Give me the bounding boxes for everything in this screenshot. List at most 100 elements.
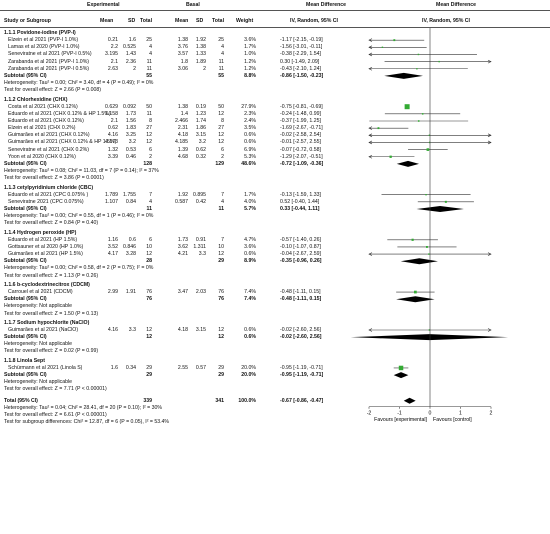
ci-arrow-left [368, 66, 373, 71]
exp-sd: 0.846 [123, 243, 136, 250]
exp-mean: 0.62 [107, 125, 118, 132]
md-ci: -0.95 [-1.19, -0.71] [280, 364, 323, 371]
col-total-1: Total [140, 18, 153, 24]
ctl-mean: 1.73 [177, 236, 188, 243]
exp-total: 12 [146, 132, 152, 139]
ci-arrow-right [487, 328, 492, 332]
exp-sd: 0.34 [125, 364, 136, 371]
weight: 7.4% [244, 289, 256, 296]
exp-mean: 1.6 [110, 364, 118, 371]
exp-total: 11 [146, 58, 152, 65]
subtotal-exp-total: 76 [146, 296, 152, 303]
ctl-sd: 0.32 [195, 153, 206, 160]
study-marker [377, 127, 380, 130]
exp-mean: 4.16 [107, 327, 118, 333]
md-ci: -1.29 [-2.07, -0.51] [280, 153, 323, 160]
exp-total: 2 [149, 153, 152, 160]
pooled-diamond [384, 72, 423, 79]
study-name: Gottsauner et al 2020 (HP 1.0%) [8, 243, 84, 250]
ctl-sd: 1.38 [195, 44, 206, 51]
subtotal-weight: 20.0% [241, 372, 256, 379]
exp-total: 7 [149, 191, 152, 198]
ctl-mean: 4.18 [177, 327, 188, 333]
study-marker [413, 290, 417, 294]
overall-effect: Test for overall effect: Z = 1.50 (P = 0… [4, 310, 99, 317]
ctl-mean: 3.47 [177, 289, 188, 296]
col-total-2: Total [212, 18, 225, 24]
ctl-total: 4 [221, 44, 224, 51]
study-marker [411, 238, 414, 241]
ctl-mean: 1.4 [180, 110, 188, 117]
group-title: 1.1.8 Linola Sept [4, 357, 45, 364]
ctl-total: 11 [218, 58, 224, 65]
md-ci: -0.37 [-1.99, 1.25] [280, 118, 321, 124]
ctl-sd: 0.895 [193, 191, 206, 198]
ctl-total: 7 [221, 236, 224, 243]
study-marker [404, 104, 410, 110]
exp-sd: 0.525 [123, 44, 136, 51]
ctl-total: 29 [218, 364, 224, 371]
ctl-total: 12 [218, 110, 224, 117]
study-marker [428, 329, 431, 331]
exp-sd: 0.84 [125, 198, 136, 205]
exp-total: 29 [146, 364, 152, 371]
plot-sub: IV, Random, 95% CI [422, 18, 470, 24]
ctl-sd: 1.86 [195, 125, 206, 132]
ci-arrow-left [368, 252, 373, 256]
total-weight: 100.0% [238, 397, 256, 404]
study-marker [398, 365, 404, 371]
subtotal-exp-total: 29 [146, 372, 152, 379]
subtotal-ctl-total: 11 [218, 206, 224, 212]
exp-total: 11 [146, 110, 152, 117]
exp-sd: 0.092 [123, 103, 136, 110]
subtotal-weight: 7.4% [244, 296, 256, 303]
ctl-mean: 0.587 [175, 198, 188, 205]
weight: 4.7% [244, 236, 256, 243]
ctl-mean: 1.92 [177, 191, 188, 198]
ctl-sd: 0.57 [195, 364, 206, 371]
md-ci: -0.13 [-1.59, 1.33] [280, 191, 321, 198]
study-name: Carrouel et al 2021 (CDCM) [8, 289, 73, 296]
pooled-diamond [396, 296, 435, 303]
study-name: Lamas et al 2020 (PVP-I 1.0%) [8, 44, 80, 51]
ctl-mean: 3.06 [177, 65, 188, 72]
subtotal-ci: -0.48 [-1.11, 0.15] [280, 296, 322, 303]
pooled-diamond [396, 160, 420, 167]
exp-mean: 3.195 [105, 51, 118, 58]
favours-right-label: Favours [control] [433, 417, 472, 423]
study-marker [417, 120, 420, 122]
study-marker [421, 113, 424, 115]
weight: 3.6% [244, 37, 256, 44]
md-ci: -0.75 [-0.81, -0.69] [280, 103, 323, 110]
pooled-diamond [403, 397, 416, 404]
ctl-mean: 1.39 [177, 146, 188, 153]
ctl-total: 27 [218, 125, 224, 132]
subtotal-exp-total: 12 [146, 334, 152, 341]
ctl-total: 4 [221, 198, 224, 205]
exp-sd: 1.755 [123, 191, 136, 198]
subtotal-ci: -0.86 [-1.50, -0.23] [280, 72, 324, 79]
subtotal-ci: -0.72 [-1.09, -0.36] [280, 160, 324, 167]
md-ci: -0.07 [-0.72, 0.58] [280, 146, 321, 153]
study-name: Elzein et al 2021 (PVP-I 1.0%) [8, 37, 79, 44]
weight: 1.0% [244, 51, 256, 58]
ctl-total: 2 [221, 153, 224, 160]
md-ci: -0.38 [-2.29, 1.54] [280, 51, 321, 58]
ctl-sd: 0.42 [195, 198, 206, 205]
weight: 0.6% [244, 327, 256, 333]
study-marker [428, 253, 430, 255]
study-name: Costa et al 2021 (CHX 0.12%) [8, 103, 78, 110]
study-marker [428, 141, 431, 144]
exp-mean: 1.789 [105, 191, 118, 198]
study-name: Guimarães et al 2021 (CHX 0.12%) [8, 132, 90, 139]
exp-sd: 3.25 [125, 132, 136, 139]
ctl-sd: 1.92 [195, 37, 206, 44]
overall-effect: Test for overall effect: Z = 0.02 (P = 0… [4, 348, 99, 355]
ctl-sd: 1.89 [195, 58, 206, 65]
footer-stat: Heterogeneity: Tau² = 0.04; Chi² = 28.41… [4, 404, 162, 411]
ctl-total: 12 [218, 251, 224, 258]
col-study: Study or Subgroup [4, 18, 51, 24]
total-ctl: 341 [215, 397, 224, 404]
